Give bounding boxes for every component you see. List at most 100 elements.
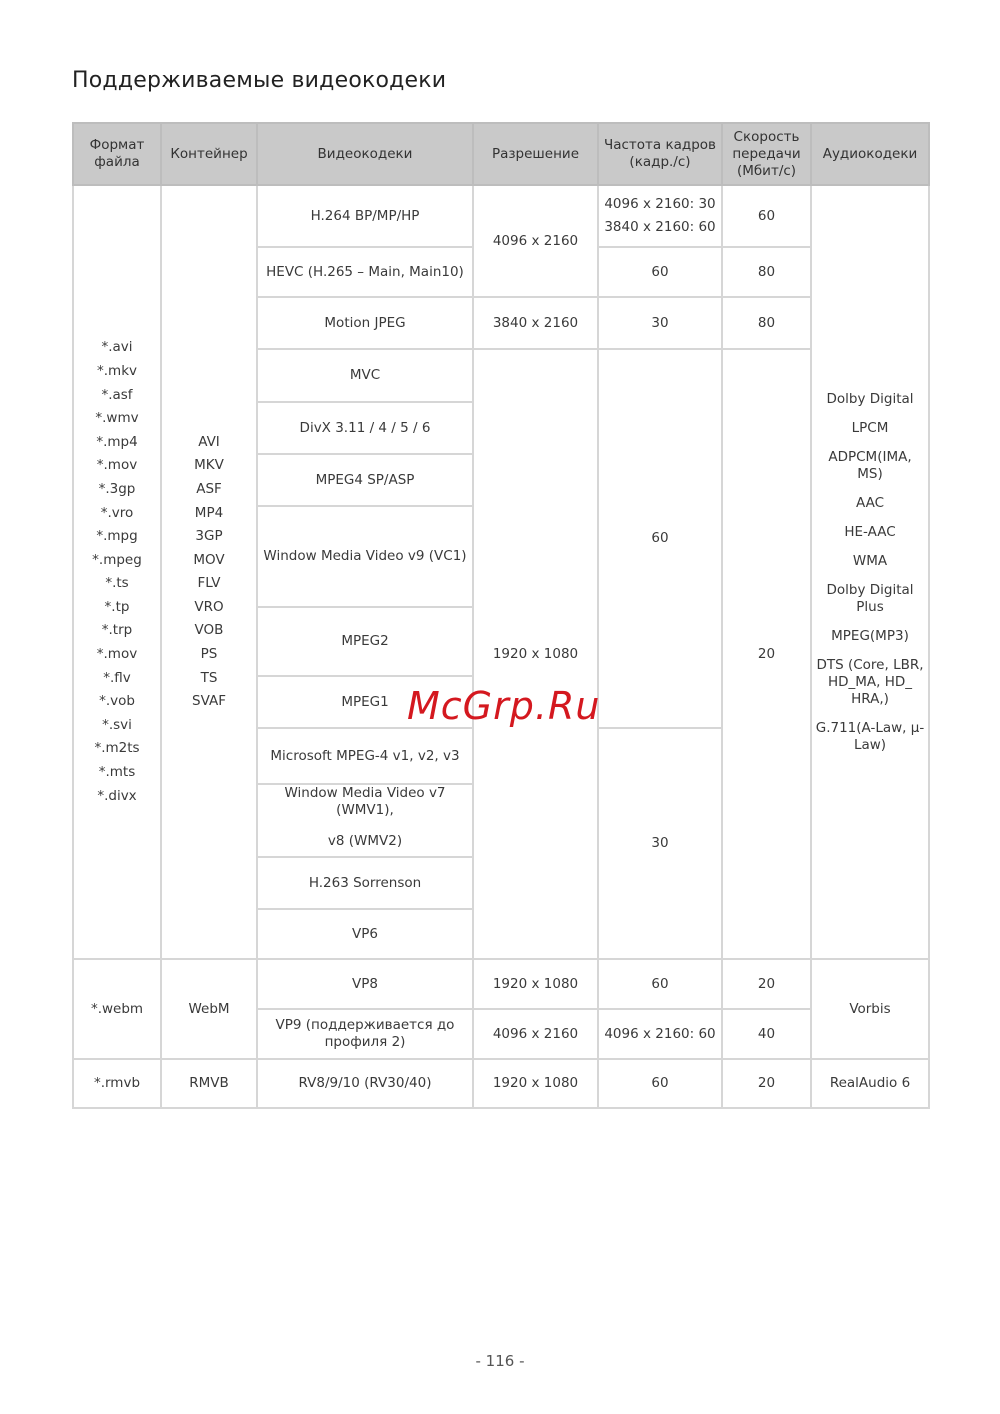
container-item: VOB [194, 622, 224, 639]
format-item: *.svi [102, 716, 132, 733]
codec-cell: MVC [256, 348, 474, 403]
resolution-cell: 1920 x 1080 [472, 348, 599, 960]
header-bitrate: Скорость передачи (Мбит/с) [721, 122, 812, 186]
codec-cell: DivX 3.11 / 4 / 5 / 6 [256, 401, 474, 455]
format-cell: *.rmvb [72, 1058, 162, 1109]
container-item: 3GP [195, 528, 223, 545]
header-frame-rate: Частота кадров (кадр./с) [597, 122, 723, 186]
video-codecs-table: Формат файла Контейнер Видеокодеки Разре… [72, 122, 930, 1109]
table-row: *.avi *.mkv *.asf *.wmv *.mp4 *.mov *.3gp *.vro… [72, 184, 930, 960]
format-cell: *.webm [72, 958, 162, 1060]
format-item: *.vob [99, 693, 135, 710]
format-item: *.vro [100, 504, 134, 521]
header-format: Формат файла [72, 122, 162, 186]
codec-cell: MPEG1 [256, 675, 474, 729]
audio-codec-item: WMA [852, 552, 888, 569]
header-container: Контейнер [160, 122, 258, 186]
format-item: *.tp [104, 598, 130, 615]
audio-codec-item: ADPCM(IMA, MS) [828, 448, 912, 482]
format-item: *.flv [103, 669, 131, 686]
format-item: *.divx [97, 787, 137, 804]
frame-rate-cell: 4096 x 2160: 30 3840 x 2160: 60 [597, 184, 723, 248]
codec-cell: Window Media Video v7 (WMV1), v8 (WMV2) [256, 783, 474, 858]
frame-rate-cell: 4096 x 2160: 60 [597, 1008, 723, 1060]
frame-rate-cell: 60 [597, 246, 723, 298]
resolution-cell: 1920 x 1080 [472, 1058, 599, 1109]
format-item: *.mpeg [92, 551, 142, 568]
format-item: *.ts [105, 575, 129, 592]
container-item: MOV [193, 551, 225, 568]
container-item: ASF [196, 480, 222, 497]
frame-rate-value: 4096 x 2160: 30 [604, 196, 716, 212]
table-row: H.263 Sorrenson [73, 856, 929, 910]
table-row: VP6 [73, 908, 929, 960]
codec-cell: MPEG4 SP/ASP [256, 453, 474, 507]
page-title: Поддерживаемые видеокодеки [72, 68, 447, 93]
codec-cell: Motion JPEG [256, 296, 474, 350]
bitrate-cell: 20 [721, 1058, 812, 1109]
resolution-cell: 4096 x 2160 [472, 1008, 599, 1060]
format-item: *.mp4 [96, 433, 138, 450]
codec-line: Window Media Video v7 (WMV1), [284, 785, 446, 818]
table-row: MPEG1 [73, 675, 929, 729]
resolution-cell: 4096 x 2160 [472, 184, 599, 298]
table-row: MVC 1920 x 1080 60 20 [73, 348, 929, 960]
codec-cell: Microsoft MPEG-4 v1, v2, v3 [256, 727, 474, 785]
resolution-cell: 3840 x 2160 [472, 296, 599, 350]
codec-cell: H.263 Sorrenson [256, 856, 474, 910]
table-row: MPEG4 SP/ASP [73, 453, 929, 507]
table-row: DivX 3.11 / 4 / 5 / 6 [73, 401, 929, 455]
codec-cell: RV8/9/10 (RV30/40) [256, 1058, 474, 1109]
frame-rate-cell: 30 [597, 296, 723, 350]
bitrate-cell: 40 [721, 1008, 812, 1060]
format-item: *.3gp [98, 480, 136, 497]
audio-codec-item: LPCM [851, 419, 889, 436]
frame-rate-value: 3840 x 2160: 60 [604, 219, 716, 235]
table-row: Microsoft MPEG-4 v1, v2, v3 30 [73, 727, 929, 960]
header-video-codec: Видеокодеки [256, 122, 474, 186]
table-row: *.webm WebM VP8 1920 x 1080 60 20 Vorbis [72, 958, 930, 1060]
audio-cell: RealAudio 6 [810, 1058, 930, 1109]
table-row: HEVC (H.265 – Main, Main10) 60 80 [73, 246, 929, 298]
format-item: *.mov [96, 646, 138, 663]
frame-rate-cell: 60 [597, 1058, 723, 1109]
container-cell: RMVB [160, 1058, 258, 1109]
container-item: MP4 [194, 504, 224, 521]
table-row: Motion JPEG 3840 x 2160 30 80 [73, 296, 929, 350]
table-row: VP9 (поддерживается до профиля 2) 4096 x… [73, 1008, 929, 1060]
container-item: AVI [198, 433, 220, 450]
codec-cell: Window Media Video v9 (VC1) [256, 505, 474, 608]
codec-cell: VP6 [256, 908, 474, 960]
format-item: *.mov [96, 457, 138, 474]
container-item: FLV [197, 575, 221, 592]
codec-cell: VP9 (поддерживается до профиля 2) [256, 1008, 474, 1060]
frame-rate-cell: 60 [597, 348, 723, 729]
container-item: MKV [194, 457, 224, 474]
bitrate-cell: 60 [721, 184, 812, 248]
format-item: *.mkv [97, 362, 137, 379]
audio-codec-item: Dolby Digital Plus [826, 581, 914, 615]
format-item: *.asf [101, 386, 133, 403]
audio-codec-item: DTS (Core, LBR, HD_MA, HD_ HRA,) [816, 656, 924, 707]
codec-cell: H.264 BP/MP/HP [256, 184, 474, 248]
frame-rate-cell: 60 [597, 958, 723, 1010]
table-row: Window Media Video v7 (WMV1), v8 (WMV2) [73, 783, 929, 858]
bitrate-cell: 20 [721, 958, 812, 1010]
codec-cell: VP8 [256, 958, 474, 1010]
container-item: VRO [194, 598, 224, 615]
watermark: McGrp.Ru [407, 684, 601, 728]
resolution-cell: 1920 x 1080 [472, 958, 599, 1010]
bitrate-cell: 80 [721, 246, 812, 298]
bitrate-cell: 20 [721, 348, 812, 960]
format-item: *.wmv [95, 410, 139, 427]
header-resolution: Разрешение [472, 122, 599, 186]
container-item: TS [200, 669, 218, 686]
audio-codec-item: AAC [855, 494, 885, 511]
audio-cell: Vorbis [810, 958, 930, 1060]
audio-codec-item: Dolby Digital [826, 390, 914, 407]
audio-codec-item: HE-AAC [844, 523, 896, 540]
codec-cell: HEVC (H.265 – Main, Main10) [256, 246, 474, 298]
header-row: Формат файла Контейнер Видеокодеки Разре… [72, 122, 930, 186]
container-item: PS [200, 646, 218, 663]
bitrate-cell: 80 [721, 296, 812, 350]
